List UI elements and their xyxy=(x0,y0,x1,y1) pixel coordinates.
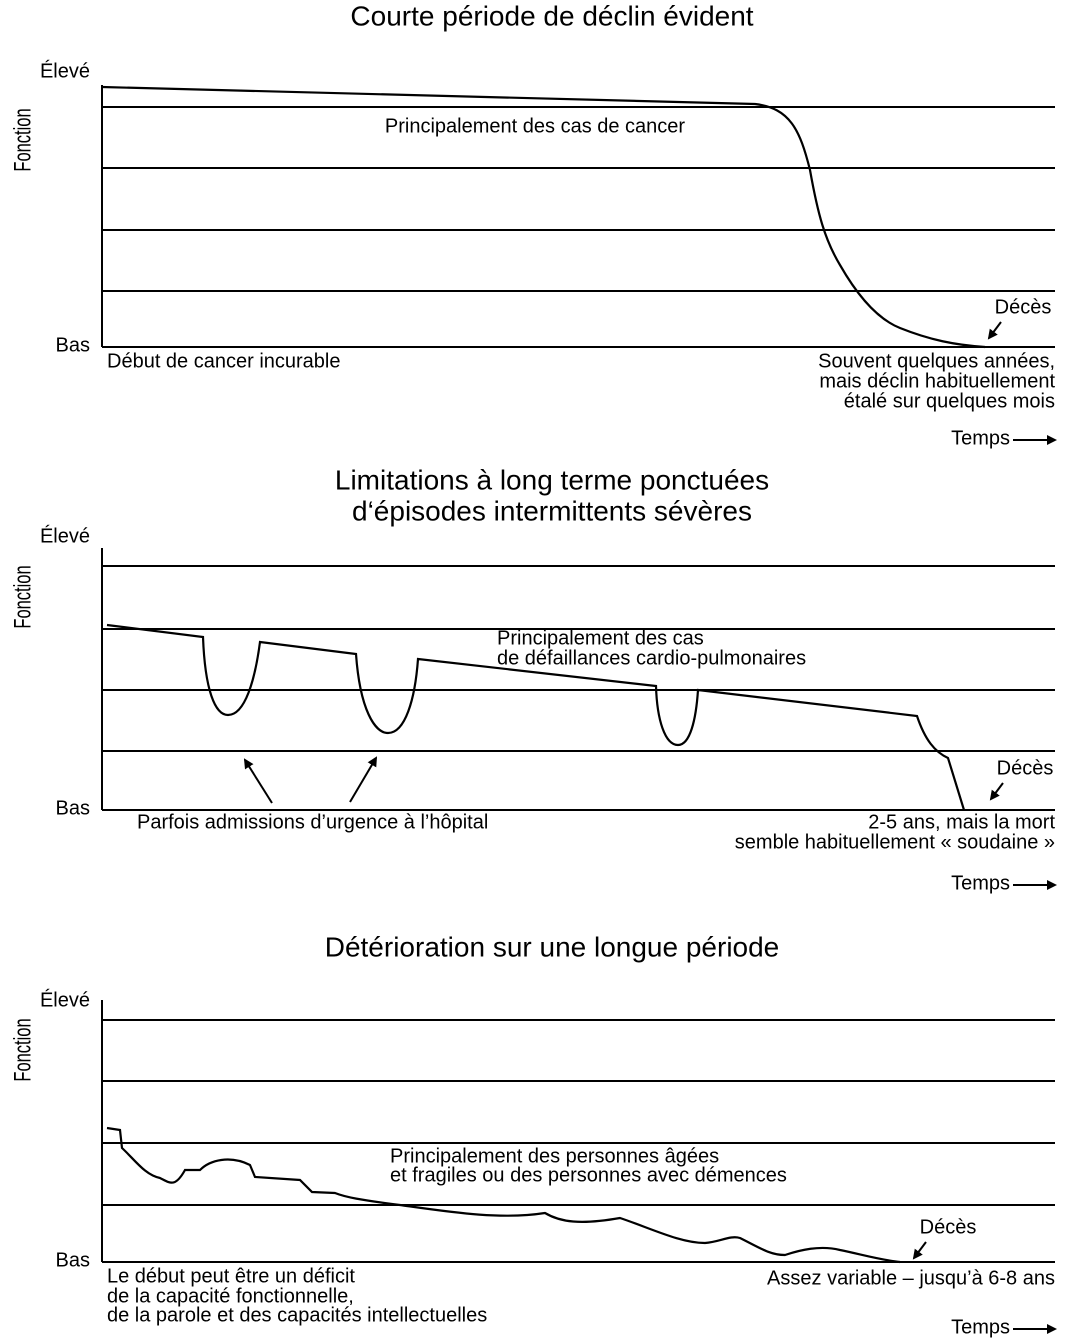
note: de défaillances cardio-pulmonaires xyxy=(497,647,806,669)
note: Principalement des cas de cancer xyxy=(385,115,685,137)
panel-title: Courte période de déclin évident xyxy=(350,0,753,31)
start-label: Le début peut être un déficit xyxy=(107,1265,355,1287)
decline-curve xyxy=(101,85,986,349)
arrow xyxy=(349,756,378,803)
y-low-label: Bas xyxy=(56,334,90,356)
end-label: mais déclin habituellement xyxy=(819,370,1055,392)
start-label: Parfois admissions d’urgence à l’hôpital xyxy=(137,811,488,833)
panel-title: d‘épisodes intermittents sévères xyxy=(352,495,752,526)
end-label: 2-5 ans, mais la mort xyxy=(868,811,1055,833)
time-label: Temps xyxy=(951,427,1010,449)
note: Principalement des cas xyxy=(497,627,704,649)
death-arrow xyxy=(987,321,1002,340)
death-label: Décès xyxy=(920,1216,977,1238)
panel-title: Détérioration sur une longue période xyxy=(325,931,780,962)
start-label: de la capacité fonctionnelle, xyxy=(107,1285,354,1307)
y-low-label: Bas xyxy=(56,1249,90,1271)
y-axis-label: Fonction xyxy=(9,108,36,171)
start-label: Début de cancer incurable xyxy=(107,350,340,372)
end-label: étalé sur quelques mois xyxy=(844,390,1055,412)
end-label: Assez variable – jusqu’à 6-8 ans xyxy=(767,1267,1055,1289)
panel-title: Limitations à long terme ponctuées xyxy=(335,464,769,495)
death-arrow xyxy=(912,1241,927,1260)
y-high-label: Élevé xyxy=(40,524,90,547)
end-label: Souvent quelques années, xyxy=(818,350,1055,372)
end-label: semble habituellement « soudaine » xyxy=(735,831,1055,853)
arrow xyxy=(243,758,273,804)
start-label: de la parole et des capacités intellectu… xyxy=(107,1304,487,1326)
note: et fragiles ou des personnes avec démenc… xyxy=(390,1164,787,1186)
y-axis-label: Fonction xyxy=(9,565,36,628)
y-high-label: Élevé xyxy=(40,59,90,82)
y-axis-label: Fonction xyxy=(9,1018,36,1081)
death-arrow xyxy=(989,782,1004,801)
decline-curve xyxy=(106,1126,901,1264)
time-label: Temps xyxy=(951,872,1010,894)
note: Principalement des personnes âgées xyxy=(390,1145,719,1167)
decline-curve xyxy=(106,623,966,811)
death-label: Décès xyxy=(997,757,1054,779)
y-low-label: Bas xyxy=(56,797,90,819)
y-high-label: Élevé xyxy=(40,988,90,1011)
time-label: Temps xyxy=(951,1316,1010,1338)
death-label: Décès xyxy=(995,296,1052,318)
